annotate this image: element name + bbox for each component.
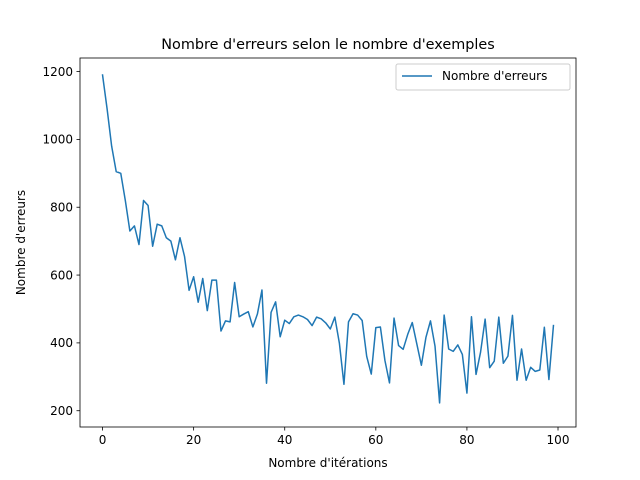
x-tick-label: 40 — [277, 433, 292, 447]
legend-entry-label: Nombre d'erreurs — [442, 69, 547, 83]
y-tick-label: 600 — [50, 268, 73, 282]
y-tick-label: 1200 — [42, 65, 73, 79]
chart-title: Nombre d'erreurs selon le nombre d'exemp… — [161, 37, 494, 53]
legend: Nombre d'erreurs — [395, 63, 571, 91]
x-axis-ticks: 0 20 40 60 80 100 — [99, 427, 570, 447]
x-axis-label: Nombre d'itérations — [268, 456, 387, 470]
x-tick-label: 0 — [99, 433, 107, 447]
x-tick-label: 60 — [368, 433, 383, 447]
y-tick-label: 800 — [50, 201, 73, 215]
x-tick-label: 20 — [186, 433, 201, 447]
legend-box — [395, 63, 571, 91]
y-tick-label: 1000 — [42, 133, 73, 147]
y-tick-label: 200 — [50, 404, 73, 418]
plot-layer — [101, 74, 555, 404]
series-line-0 — [101, 74, 555, 404]
axes-frame — [79, 57, 577, 428]
y-tick-label: 400 — [50, 336, 73, 350]
x-tick-label: 80 — [459, 433, 474, 447]
x-tick-label: 100 — [547, 433, 570, 447]
y-axis-ticks: 200 400 600 800 1000 1200 — [42, 65, 80, 418]
y-axis-label: Nombre d'erreurs — [14, 190, 28, 295]
